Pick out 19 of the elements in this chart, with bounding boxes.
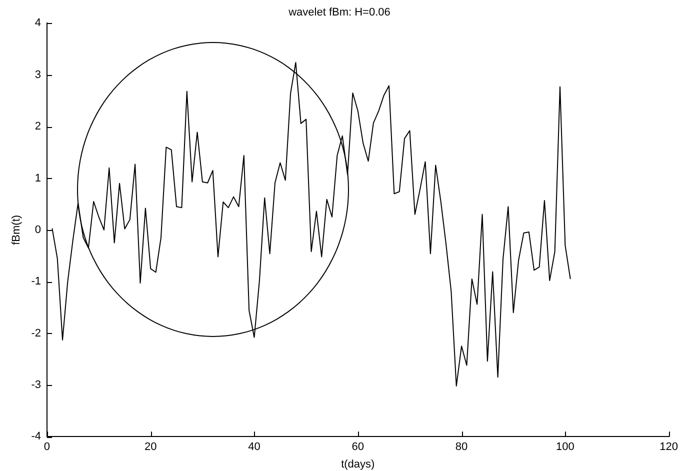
y-tick-label: 4 [34, 17, 41, 30]
y-tick-label: -4 [31, 430, 41, 443]
y-tick-label: 2 [34, 120, 41, 133]
x-tick-label: 100 [556, 441, 574, 454]
x-tick-label: 120 [660, 441, 678, 454]
x-tick-label: 80 [455, 441, 468, 454]
x-tick-label: 20 [144, 441, 157, 454]
y-tick-label: 3 [34, 68, 41, 81]
y-tick-label: 1 [34, 172, 41, 184]
y-tick-label: -3 [31, 378, 41, 391]
x-axis-title: t(days) [341, 458, 375, 470]
x-tick-label: 40 [248, 441, 260, 454]
y-tick-label: -1 [31, 276, 41, 288]
y-axis-title: fBm(t) [10, 214, 23, 245]
chart-title: wavelet fBm: H=0.06 [288, 6, 390, 19]
x-tick-label: 0 [44, 441, 50, 454]
y-tick-label: -2 [31, 327, 41, 340]
x-tick-label: 60 [352, 441, 364, 454]
y-tick-label: 0 [34, 224, 41, 236]
